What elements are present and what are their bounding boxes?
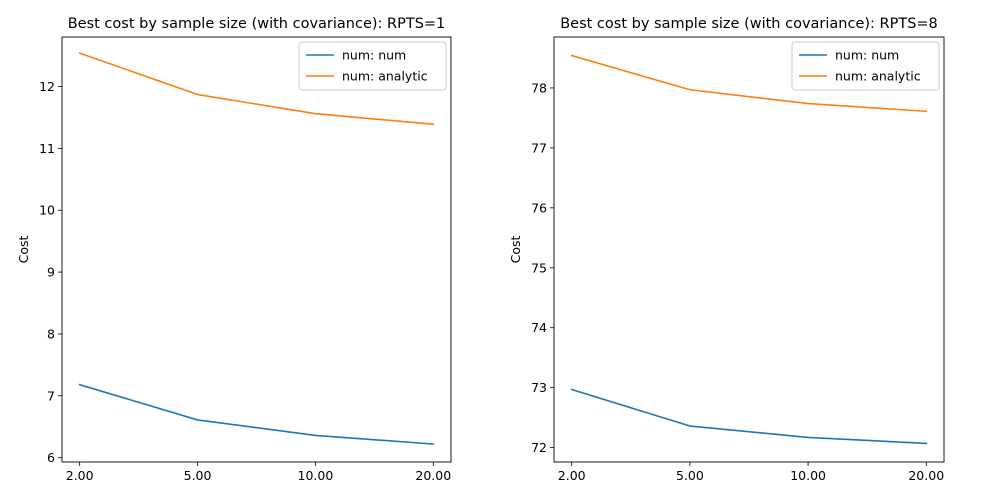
- legend-label: num: analytic: [835, 69, 921, 84]
- y-tick-label: 8: [47, 326, 55, 341]
- legend: num: num num: analytic: [791, 41, 940, 91]
- plot-frame: [61, 36, 452, 463]
- x-tick-label: 5.00: [184, 468, 212, 483]
- x-tick-label: 10.00: [298, 468, 334, 483]
- legend-label: num: analytic: [342, 69, 428, 84]
- legend-box: [298, 41, 447, 91]
- y-tick-label: 73: [531, 380, 547, 395]
- legend-box: [791, 41, 940, 91]
- series-line-num-analytic: [570, 54, 928, 113]
- x-tick-label: 20.00: [415, 468, 451, 483]
- y-tick-label: 75: [531, 260, 547, 275]
- legend: num: num num: analytic: [298, 41, 447, 91]
- chart-title: Best cost by sample size (with covarianc…: [560, 16, 938, 32]
- y-tick-label: 7: [47, 388, 55, 403]
- chart-title: Best cost by sample size (with covarianc…: [68, 16, 446, 32]
- x-tick-label: 10.00: [790, 468, 826, 483]
- y-tick-label: 78: [531, 80, 547, 95]
- chart-panel-2: Best cost by sample size (with covarianc…: [508, 16, 945, 483]
- x-tick-label: 2.00: [66, 468, 94, 483]
- series-line-num-num: [78, 383, 435, 445]
- y-tick-label: 9: [47, 265, 55, 280]
- y-tick-label: 72: [531, 440, 547, 455]
- series-line-num-analytic: [78, 52, 435, 126]
- series-line-num-num: [570, 388, 928, 445]
- y-axis-label: Cost: [16, 236, 31, 264]
- y-tick-label: 76: [531, 200, 547, 215]
- y-tick-label: 77: [531, 140, 547, 155]
- y-tick-label: 74: [531, 320, 547, 335]
- legend-label: num: num: [835, 48, 899, 63]
- y-tick-label: 6: [47, 450, 55, 465]
- legend-label: num: num: [342, 48, 406, 63]
- x-tick-label: 2.00: [558, 468, 586, 483]
- plot-frame: [553, 36, 945, 463]
- x-tick-label: 5.00: [676, 468, 704, 483]
- x-tick-label: 20.00: [908, 468, 944, 483]
- y-tick-label: 10: [39, 203, 55, 218]
- y-tick-label: 12: [39, 79, 55, 94]
- chart-panel-1: Best cost by sample size (with covarianc…: [16, 16, 452, 483]
- y-axis-label: Cost: [508, 236, 523, 264]
- y-tick-label: 11: [39, 141, 55, 156]
